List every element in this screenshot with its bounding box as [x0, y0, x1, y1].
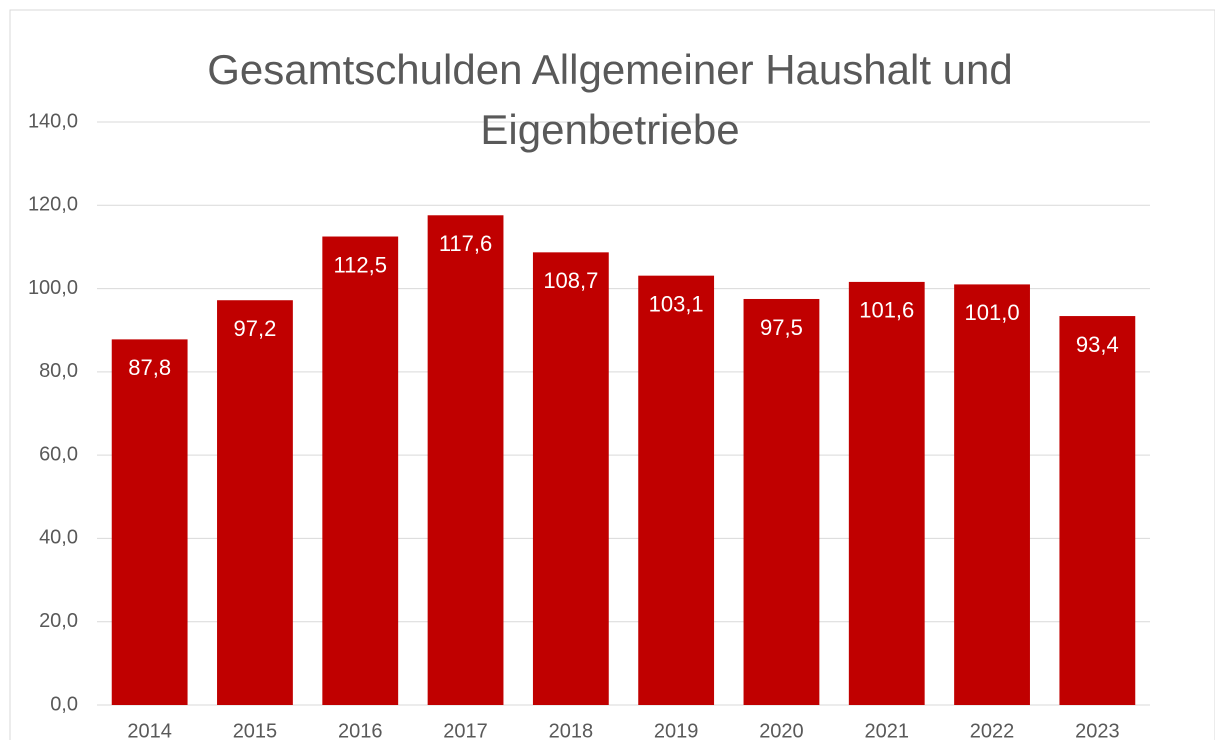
data-label: 101,6 [859, 298, 914, 323]
y-tick-label: 80,0 [39, 360, 78, 382]
x-tick-label: 2018 [549, 720, 594, 740]
bar [954, 284, 1030, 705]
y-tick-label: 40,0 [39, 527, 78, 549]
x-tick-label: 2015 [233, 720, 278, 740]
bar [322, 236, 399, 705]
bar [427, 215, 504, 705]
x-tick-label: 2023 [1075, 720, 1120, 740]
x-tick-label: 2017 [443, 720, 488, 740]
bar [532, 252, 609, 705]
bar [848, 281, 925, 705]
y-tick-label: 20,0 [39, 610, 78, 632]
y-tick-label: 0,0 [50, 693, 78, 715]
bar [1059, 316, 1136, 705]
data-label: 87,8 [128, 355, 171, 380]
bar [743, 298, 820, 705]
bar [638, 275, 715, 705]
data-label: 112,5 [334, 252, 387, 277]
y-tick-label: 60,0 [39, 443, 78, 465]
data-label: 93,4 [1076, 332, 1119, 357]
y-tick-label: 140,0 [28, 110, 78, 132]
data-label: 103,1 [649, 291, 704, 316]
bar [111, 339, 188, 705]
y-tick-label: 120,0 [28, 194, 78, 216]
data-label: 108,7 [543, 268, 598, 293]
x-tick-label: 2022 [970, 720, 1015, 740]
x-tick-label: 2014 [127, 720, 172, 740]
x-tick-label: 2019 [654, 720, 699, 740]
x-tick-label: 2021 [865, 720, 910, 740]
data-label: 97,2 [234, 316, 277, 341]
x-tick-label: 2020 [759, 720, 804, 740]
x-tick-label: 2016 [338, 720, 383, 740]
y-tick-label: 100,0 [28, 277, 78, 299]
data-label: 101,0 [965, 300, 1020, 325]
data-label: 117,6 [439, 231, 492, 256]
data-label: 97,5 [760, 315, 803, 340]
chart-title: Gesamtschulden Allgemeiner Haushalt und … [207, 46, 1013, 153]
bar [217, 300, 293, 705]
